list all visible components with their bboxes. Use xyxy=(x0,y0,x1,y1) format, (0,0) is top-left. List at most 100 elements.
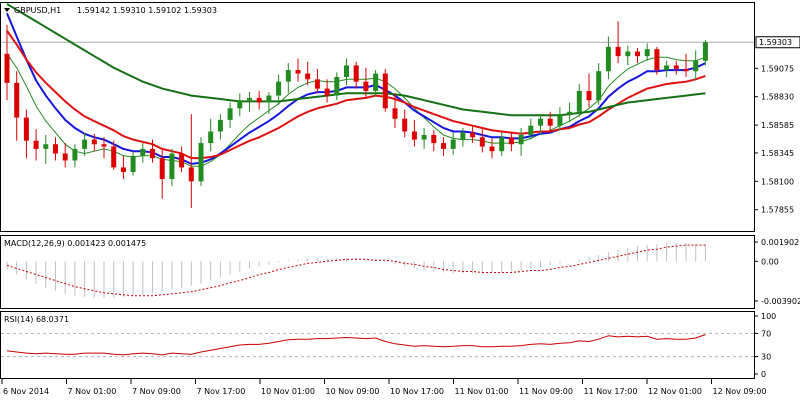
candle-body xyxy=(411,131,417,140)
candle-body xyxy=(295,70,301,74)
price-tick-label: 1.58830 xyxy=(761,93,794,102)
candle xyxy=(363,67,369,98)
candle xyxy=(499,132,505,156)
candle xyxy=(635,48,640,64)
candle-body xyxy=(489,146,495,152)
time-tick-label: 11 Nov 01:00 xyxy=(455,387,509,396)
rsi-line xyxy=(6,334,706,356)
candle xyxy=(33,129,39,161)
candle-body xyxy=(460,132,466,140)
macd-signal-line xyxy=(6,244,706,297)
candle-body xyxy=(547,118,553,126)
candle-body xyxy=(441,143,446,149)
candle-body xyxy=(208,131,214,144)
candle-body xyxy=(344,65,349,78)
rsi-panel-frame xyxy=(0,311,755,379)
candle xyxy=(111,140,117,170)
candle-body xyxy=(693,60,699,72)
rsi-tick-label: 0 xyxy=(761,370,766,379)
candle xyxy=(101,137,107,159)
candle xyxy=(567,102,573,123)
candle-body xyxy=(373,73,379,91)
candle xyxy=(4,24,10,101)
candle-body xyxy=(576,90,582,112)
candle-body xyxy=(479,137,485,147)
candle-body xyxy=(314,79,320,89)
macd-panel: MACD(12,26,9) 0.001423 0.001475 xyxy=(0,235,755,309)
symbol-dropdown-icon[interactable] xyxy=(4,8,10,12)
candle xyxy=(62,143,68,168)
candle-body xyxy=(557,114,563,126)
candle-body xyxy=(586,90,592,101)
candle xyxy=(256,90,262,110)
candle-body xyxy=(62,153,68,161)
candle-body xyxy=(324,88,330,96)
candle xyxy=(140,143,146,163)
candle-body xyxy=(53,144,58,154)
candle-body xyxy=(402,118,408,132)
price-tick-label: 1.58345 xyxy=(761,149,794,158)
symbol-label: GBPUSD,H1 xyxy=(14,6,61,15)
candle-body xyxy=(334,77,340,96)
price-tick-label: 1.58585 xyxy=(761,121,794,130)
candle-body xyxy=(567,111,573,115)
candle xyxy=(654,46,660,75)
candle-body xyxy=(111,146,117,168)
candle-body xyxy=(538,118,543,126)
current-price-box xyxy=(755,36,800,49)
candle xyxy=(596,63,602,105)
candle xyxy=(664,60,670,78)
candle-body xyxy=(188,167,194,182)
candle-body xyxy=(382,73,388,109)
candle-body xyxy=(664,65,670,71)
candle-body xyxy=(43,144,49,149)
candle-body xyxy=(150,148,155,159)
candle xyxy=(411,119,417,147)
ohlc-readout: 1.59142 1.59310 1.59102 1.59303 xyxy=(77,6,217,15)
candle-body xyxy=(179,153,185,168)
candle-body xyxy=(615,46,621,57)
candle-body xyxy=(392,108,398,119)
candle xyxy=(324,79,330,103)
candle xyxy=(23,109,29,159)
rsi-tick-label: 30 xyxy=(761,353,771,362)
candle xyxy=(489,138,495,159)
time-tick-label: 10 Nov 17:00 xyxy=(390,387,444,396)
price-panel-frame xyxy=(0,2,755,232)
time-axis: 6 Nov 2014 7 Nov 01:00 7 Nov 09:00 7 Nov 17… xyxy=(1,379,766,396)
candle xyxy=(392,93,398,129)
candle-body xyxy=(363,81,369,91)
candle xyxy=(295,58,301,82)
candle xyxy=(91,133,97,152)
candle-body xyxy=(528,125,534,135)
candle-body xyxy=(101,144,107,147)
candle xyxy=(188,114,194,208)
candle-body xyxy=(82,139,88,149)
candle-body xyxy=(702,42,708,61)
candle-body xyxy=(431,134,437,144)
candle xyxy=(673,60,679,75)
candle xyxy=(625,45,631,66)
candle xyxy=(373,70,379,97)
candle-body xyxy=(217,119,223,132)
candle-body xyxy=(91,139,97,145)
candle-body xyxy=(72,148,78,161)
candle-body xyxy=(169,153,175,180)
candle-body xyxy=(305,73,311,80)
time-tick-label: 7 Nov 17:00 xyxy=(197,387,246,396)
candle-body xyxy=(605,46,611,72)
macd-title: MACD(12,26,9) 0.001423 0.001475 xyxy=(4,239,146,248)
price-panel: GBPUSD,H1 1.59142 1.59310 1.59102 1.5930… xyxy=(0,2,755,232)
candle-body xyxy=(33,140,39,149)
candle xyxy=(431,130,437,152)
ma-line-slow-ma xyxy=(6,3,706,117)
time-tick-label: 7 Nov 01:00 xyxy=(68,387,117,396)
candle-body xyxy=(683,68,689,72)
candle xyxy=(120,155,126,180)
candle-body xyxy=(266,95,272,103)
candle-body xyxy=(256,97,262,103)
candle xyxy=(470,125,476,144)
candle-body xyxy=(276,81,282,96)
candle-body xyxy=(450,139,456,149)
